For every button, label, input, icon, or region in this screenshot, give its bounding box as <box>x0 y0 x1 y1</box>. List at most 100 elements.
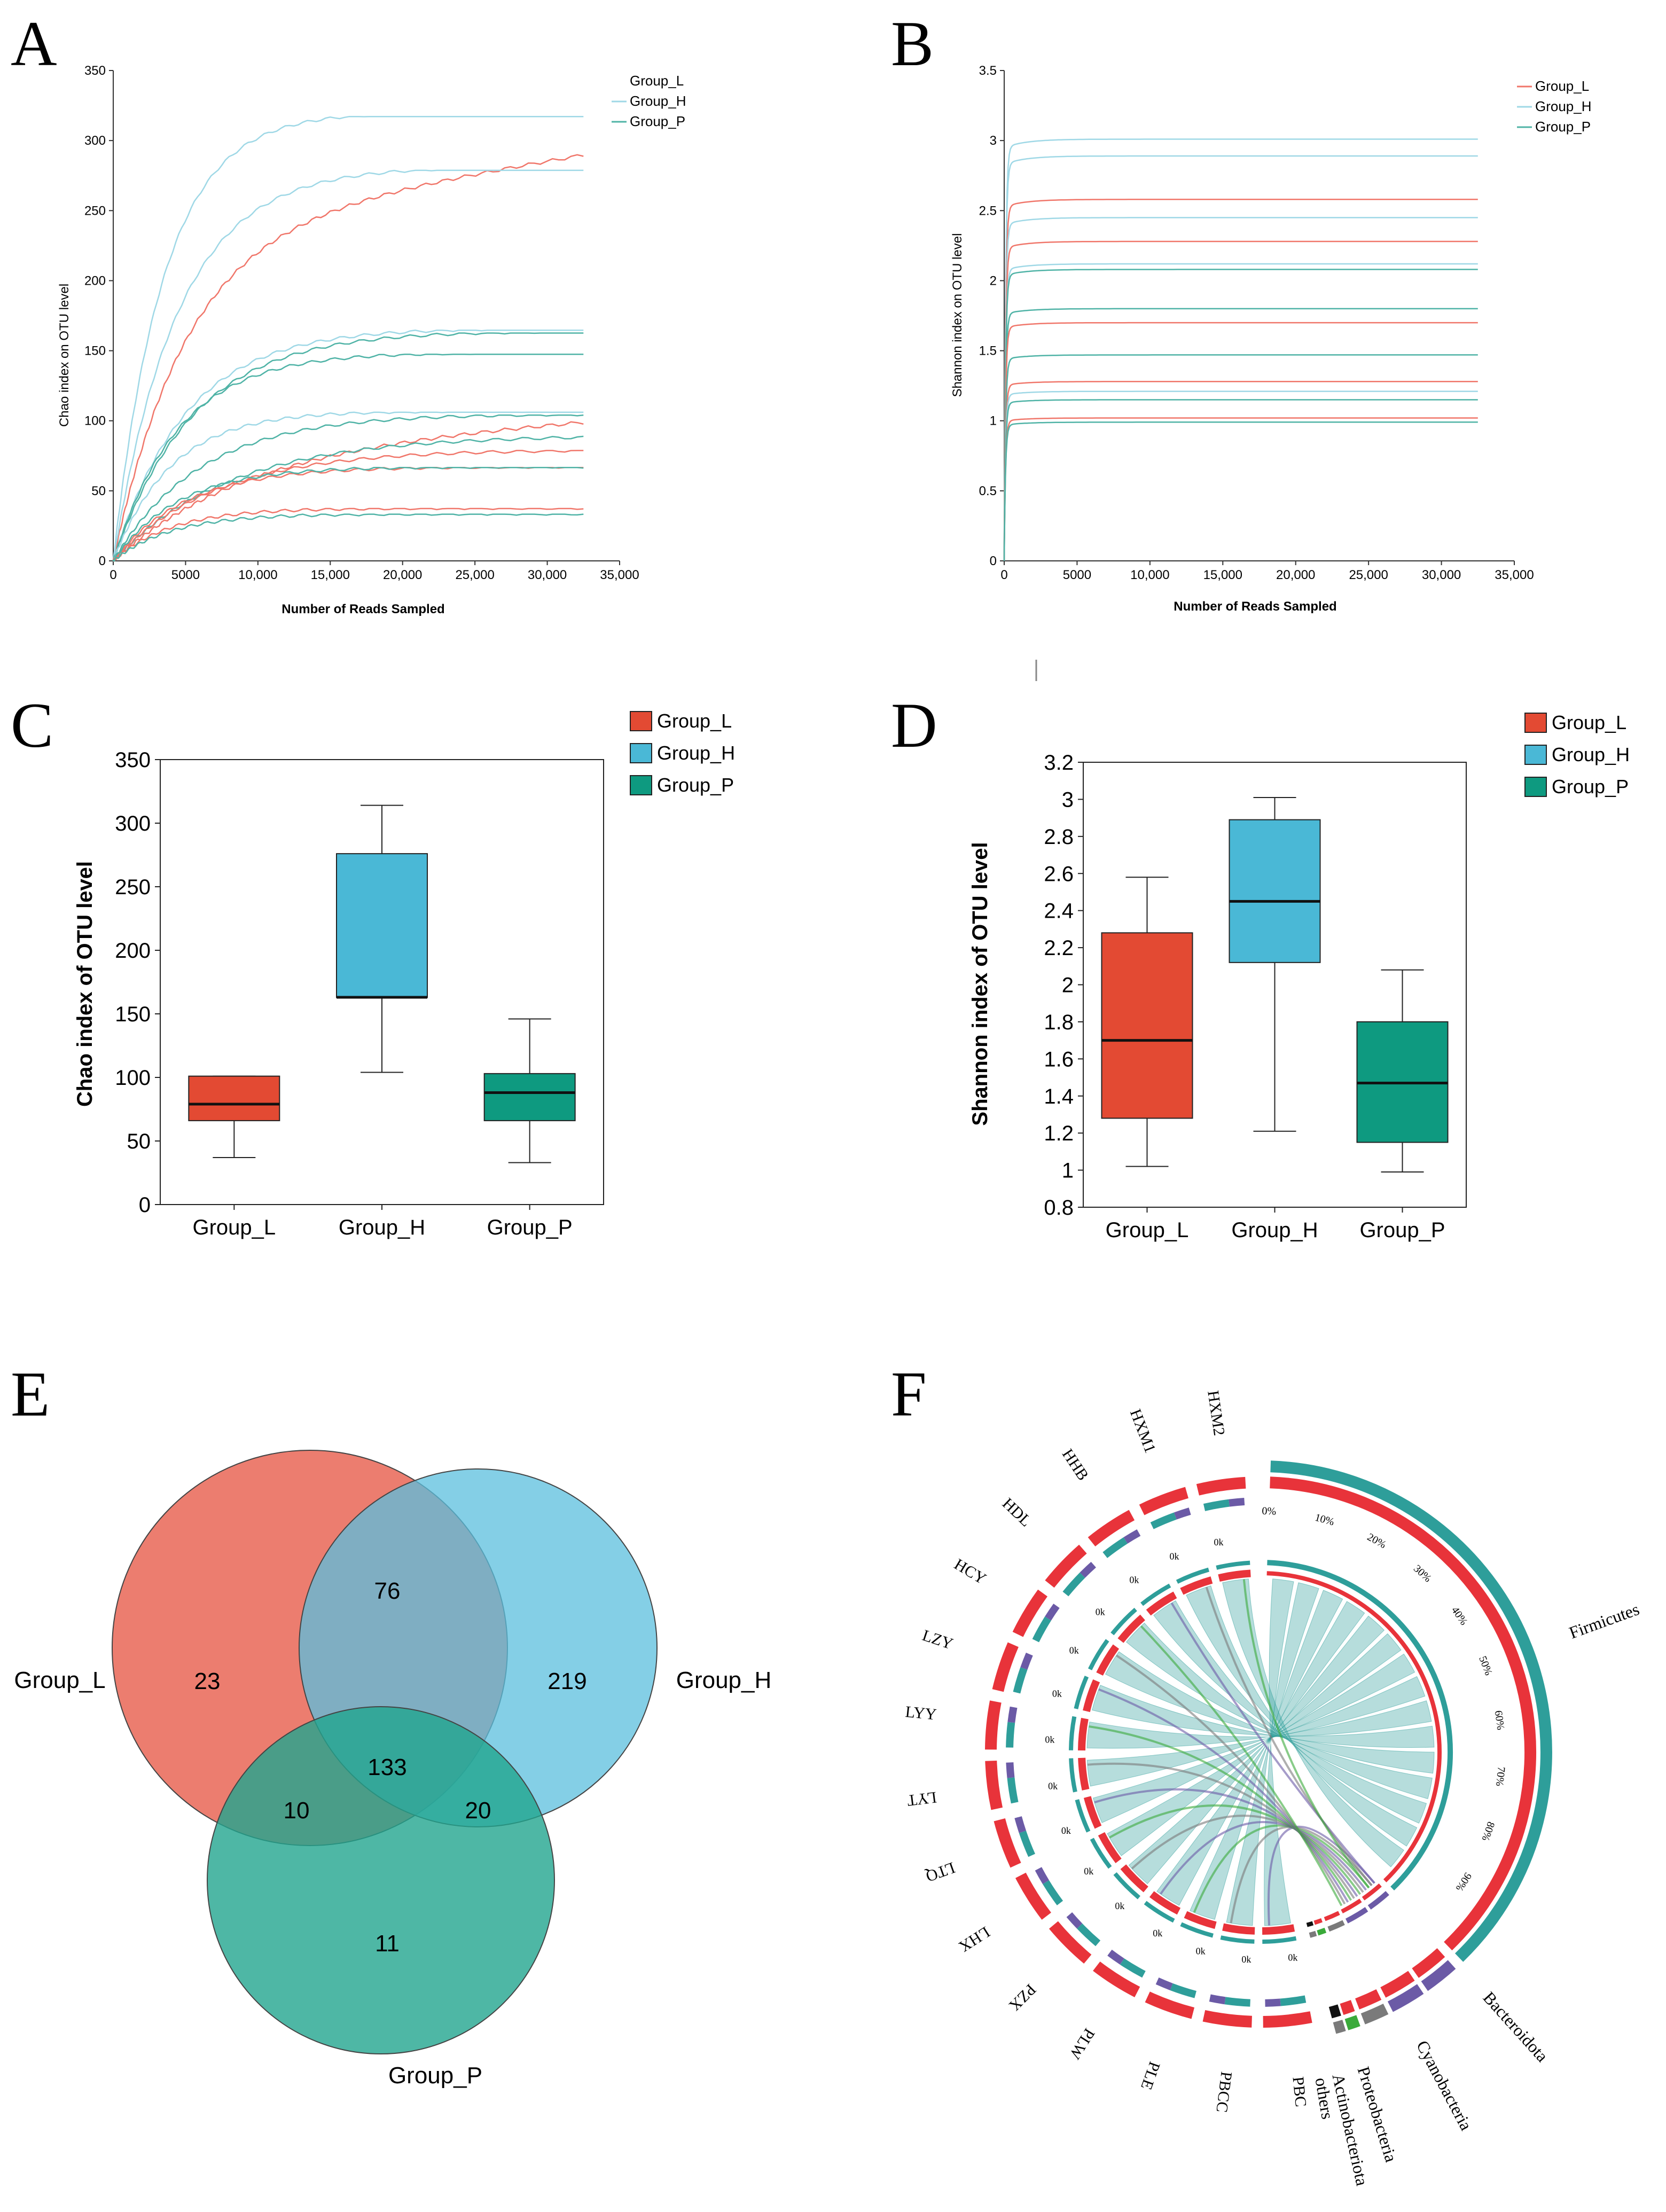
phylum-inner-band <box>1367 1891 1389 1910</box>
phylum-inner-band <box>1309 1930 1317 1938</box>
series-line-group-p <box>113 332 584 562</box>
legend-swatch <box>630 743 652 763</box>
percent-tick-label: 20% <box>1365 1531 1388 1551</box>
venn-count-h-p: 20 <box>465 1797 491 1824</box>
legend-label: Group_P <box>1552 776 1629 798</box>
legend-label: Group_P <box>657 774 734 796</box>
series-line-group-l <box>112 421 584 562</box>
series-line-group-h <box>1003 390 1478 561</box>
ribbon-minor-phylum <box>1160 1820 1367 1895</box>
x-tick-label: 15,000 <box>1203 568 1242 582</box>
ribbon-minor-phylum <box>1131 1815 1364 1893</box>
series-line-group-p <box>112 414 584 561</box>
inner-tick-label: 0k <box>1169 1551 1179 1562</box>
ribbon-minor-phylum <box>1140 1625 1343 1906</box>
ribbon-firmicutes <box>1156 1601 1365 1906</box>
series-line-group-p <box>1003 354 1478 561</box>
phylum-inner-band <box>1327 1920 1345 1932</box>
phylum-outer-band <box>1333 2020 1346 2034</box>
x-tick-label: Group_H <box>1231 1218 1318 1242</box>
ribbon-firmicutes <box>1092 1685 1435 1748</box>
y-tick-label: 1.8 <box>1044 1011 1074 1034</box>
sample-inner-arc <box>1184 1911 1217 1929</box>
phylum-inner-arc <box>1313 1918 1323 1925</box>
panel-a-ylabel: Chao index on OTU level <box>57 284 72 427</box>
sample-composition-band <box>1155 1977 1173 1990</box>
sample-label: HCY <box>951 1556 989 1588</box>
x-tick-label: 25,000 <box>1349 568 1388 582</box>
y-tick-label: 1 <box>1062 1159 1074 1183</box>
sample-inner-arc <box>1096 1644 1120 1676</box>
circos-arcs <box>985 1460 1552 2034</box>
inner-tick-label: 0k <box>1288 1952 1297 1963</box>
sample-outer-arc <box>1263 2011 1312 2028</box>
y-tick-label: 1.6 <box>1044 1048 1074 1071</box>
y-tick-label: 1.4 <box>1044 1085 1074 1108</box>
x-tick-label: 5000 <box>171 568 200 582</box>
x-tick-label: 20,000 <box>383 568 422 582</box>
sample-composition-band <box>1224 1997 1250 2007</box>
sample-inner-band <box>1180 1922 1214 1938</box>
phylum-inner-band <box>1345 1907 1368 1924</box>
y-tick-label: 3.2 <box>1044 751 1074 775</box>
sample-composition-band <box>1006 1762 1015 1778</box>
panel-c-plot: 0 50 100 150 200 250 300 350 Group_L Group_H Group… <box>115 748 604 1239</box>
y-tick-label: 100 <box>115 1066 151 1090</box>
percent-tick-label: 80% <box>1479 1820 1497 1842</box>
sample-composition-band <box>1007 1706 1018 1723</box>
panel-f-circos: F PBC 0k PBCC 0k PLE 0k PLW 0k PZX 0k LHX 0k LTQ 0k LY… <box>891 1358 1642 2187</box>
phylum-outer-band <box>1387 1984 1424 2012</box>
series-line-group-h <box>1003 263 1478 561</box>
phylum-label: Bacteroidota <box>1480 1988 1552 2066</box>
sample-composition-band <box>1080 1561 1096 1578</box>
sample-composition-band <box>1045 1604 1060 1621</box>
box-group_l <box>1101 932 1193 1119</box>
sample-label: LYT <box>906 1788 937 1809</box>
sample-composition-band <box>1203 1499 1230 1511</box>
ribbon-firmicutes <box>1190 1590 1343 1920</box>
sample-composition-band <box>1013 1667 1028 1694</box>
x-tick-label: 35,000 <box>1495 568 1534 582</box>
phylum-outer-band <box>1344 2015 1360 2030</box>
sample-label: LYY <box>904 1703 937 1724</box>
legend-label: Group_H <box>630 93 686 109</box>
y-tick-label: 150 <box>84 344 106 358</box>
sample-inner-band <box>1262 1936 1297 1944</box>
y-tick-label: 0.8 <box>1044 1196 1074 1220</box>
panel-a-legend: Group_L Group_H Group_P <box>612 73 686 129</box>
legend-swatch <box>630 775 652 795</box>
legend-label: Group_H <box>657 742 735 764</box>
sample-label: LHX <box>956 1923 993 1956</box>
ribbon-minor-phylum <box>1115 1654 1346 1905</box>
series-line-group-p <box>112 466 584 561</box>
ribbon-minor-phylum <box>1230 1826 1373 1924</box>
sample-outer-arc <box>1139 1487 1189 1515</box>
y-tick-label: 300 <box>115 812 151 835</box>
sample-composition-band <box>1174 1507 1191 1520</box>
series-line-group-p <box>1003 399 1478 561</box>
x-tick-label: 5000 <box>1063 568 1091 582</box>
legend-label: Group_L <box>630 73 684 89</box>
sample-label: LZY <box>920 1627 956 1653</box>
ribbon-minor-phylum <box>1098 1688 1349 1903</box>
ribbon-minor-phylum <box>1242 1579 1370 1889</box>
series-line-group-p <box>112 513 584 562</box>
box-group_l <box>188 1075 280 1121</box>
sample-inner-arc <box>1146 1591 1177 1616</box>
phylum-inner-arc <box>1341 1898 1362 1914</box>
legend-label: Group_L <box>657 710 732 732</box>
phylum-label: Cyanobacteria <box>1413 2037 1476 2133</box>
series-line-group-h <box>113 169 584 561</box>
venn-label-group-l: Group_L <box>14 1667 105 1693</box>
ribbon-minor-phylum <box>1087 1762 1355 1899</box>
panel-d-plot: 0.8 1 1.2 1.4 1.6 1.8 2 2.2 2.4 2.6 2.8 3 3.2 Group_L… <box>1044 751 1467 1242</box>
ribbon-firmicutes <box>1086 1676 1426 1787</box>
circos-ribbons <box>1086 1578 1435 1926</box>
series-line-group-h <box>1003 217 1478 561</box>
ribbon-firmicutes <box>1105 1651 1435 1774</box>
y-tick-label: 250 <box>115 876 151 899</box>
panel-a-series-lines <box>112 115 584 562</box>
sample-inner-band <box>1090 1838 1112 1869</box>
x-tick-label: 25,000 <box>455 568 494 582</box>
